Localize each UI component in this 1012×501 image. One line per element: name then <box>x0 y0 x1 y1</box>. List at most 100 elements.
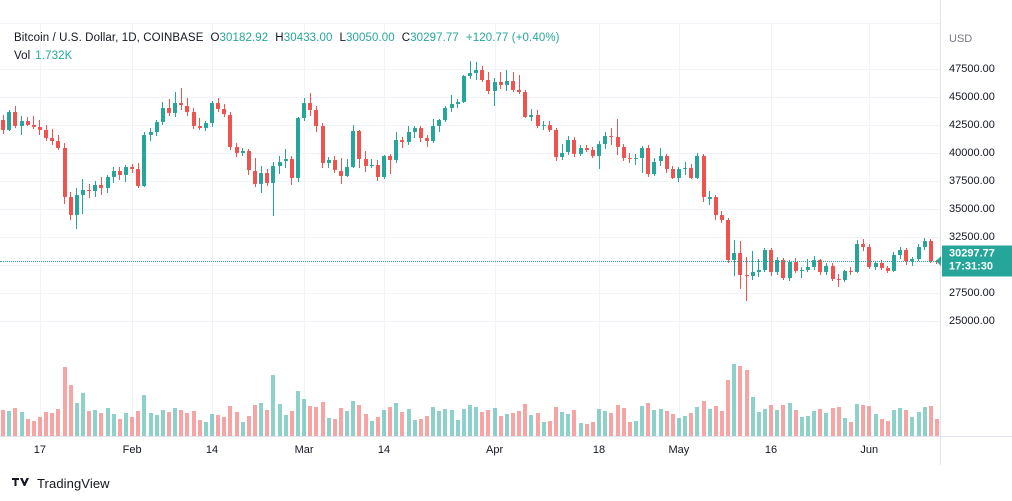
candle-body <box>615 136 620 147</box>
vertical-gridline <box>384 24 385 436</box>
candle-body <box>31 124 36 128</box>
volume-bar <box>701 401 706 436</box>
tradingview-logo-icon[interactable] <box>12 477 30 489</box>
volume-bar <box>332 419 337 436</box>
candle-body <box>461 76 466 103</box>
candle-body <box>732 253 737 261</box>
candle-body <box>511 80 515 90</box>
candle-body <box>148 132 153 135</box>
candle-body <box>302 103 307 118</box>
volume-bar <box>517 411 522 436</box>
candle-body <box>326 160 331 163</box>
volume-bar <box>621 408 626 436</box>
header-divider <box>0 23 940 24</box>
horizontal-gridline <box>0 96 940 98</box>
volume-bar <box>173 408 178 436</box>
volume-bar <box>382 410 386 436</box>
candle-body <box>836 279 841 281</box>
volume-bar <box>646 403 651 436</box>
volume-bar <box>259 403 264 436</box>
volume-bar <box>707 409 712 436</box>
candle-body <box>191 112 196 126</box>
candle-body <box>738 253 743 275</box>
candle-body <box>793 262 798 272</box>
time-axis-tick: Feb <box>122 444 142 456</box>
current-price-value: 30297.77 <box>949 247 995 260</box>
volume-bar <box>830 408 835 436</box>
volume-series-layer <box>0 24 940 436</box>
volume-bar <box>486 410 491 436</box>
candle-body <box>824 265 829 273</box>
volume-bar <box>461 409 466 436</box>
volume-bar <box>842 418 847 436</box>
candle-wick <box>635 153 637 165</box>
volume-bar <box>136 411 141 436</box>
volume-bar <box>167 412 171 436</box>
price-axis[interactable]: USD 47500.00 45000.00 42500.00 40000.00 3750… <box>936 0 1012 465</box>
volume-bar <box>25 419 30 436</box>
volume-bar <box>566 414 571 436</box>
candle-wick <box>451 95 453 113</box>
price-axis-tick: 42500.00 <box>949 118 995 131</box>
axis-corner <box>940 436 1012 465</box>
candle-body <box>762 250 767 271</box>
candle-body <box>136 169 141 187</box>
candle-wick <box>758 259 760 277</box>
candle-body <box>701 155 706 198</box>
volume-bar <box>658 409 663 436</box>
candle-body <box>713 197 718 216</box>
volume-bar <box>535 413 540 436</box>
volume-bar <box>357 405 362 436</box>
symbol-title[interactable]: Bitcoin / U.S. Dollar, 1D, COINBASE <box>14 32 204 44</box>
candle-body <box>1 120 6 130</box>
candle-body <box>37 127 42 131</box>
vertical-gridline <box>132 24 134 436</box>
volume-bar <box>154 415 159 436</box>
volume-bar <box>738 366 743 436</box>
volume-bar <box>314 407 319 436</box>
vertical-gridline <box>304 24 306 436</box>
volume-bar <box>19 412 24 436</box>
volume-bar <box>664 411 669 436</box>
horizontal-gridline <box>0 152 940 154</box>
volume-bar <box>302 399 307 436</box>
volume-bar <box>775 410 780 436</box>
time-axis[interactable]: 17 Feb 14 Mar 14 Apr 18 May 16 Jun <box>0 436 940 465</box>
ohlc-open-value: 30182.92 <box>219 32 269 44</box>
candle-body <box>873 263 878 267</box>
candle-body <box>652 161 657 174</box>
vertical-gridline <box>39 24 41 436</box>
chart-plot-area[interactable] <box>0 24 940 436</box>
candle-body <box>345 167 350 177</box>
candle-body <box>418 127 423 138</box>
ohlc-close-key: C <box>401 32 411 44</box>
candle-wick <box>641 145 643 173</box>
candle-body <box>830 265 835 280</box>
time-axis-tick: Apr <box>486 444 504 456</box>
candle-wick <box>285 149 287 169</box>
volume-bar <box>234 412 239 436</box>
volume-bar <box>123 413 128 436</box>
candle-wick <box>561 143 563 161</box>
tradingview-brand-label[interactable]: TradingView <box>37 475 110 491</box>
candle-body <box>480 69 485 80</box>
vertical-gridline <box>599 24 600 436</box>
candle-body <box>222 108 227 115</box>
volume-bar <box>37 417 42 436</box>
volume-bar <box>345 411 350 436</box>
ohlc-low-value: 30050.00 <box>345 32 395 44</box>
ohlc-close-value: 30297.77 <box>410 32 459 44</box>
current-price-badge[interactable]: 30297.77 17:31:30 <box>942 245 1012 277</box>
candle-body <box>842 271 847 281</box>
volume-bar <box>732 364 737 436</box>
volume-bar <box>627 422 632 436</box>
time-axis-tick: Mar <box>294 444 314 456</box>
volume-bar <box>652 410 657 436</box>
volume-bar <box>578 423 583 436</box>
horizontal-gridline <box>0 124 940 126</box>
candle-body <box>56 140 61 149</box>
candle-body <box>412 127 417 133</box>
volume-bar <box>68 385 73 436</box>
candle-body <box>296 117 300 179</box>
volume-bar <box>805 416 810 436</box>
